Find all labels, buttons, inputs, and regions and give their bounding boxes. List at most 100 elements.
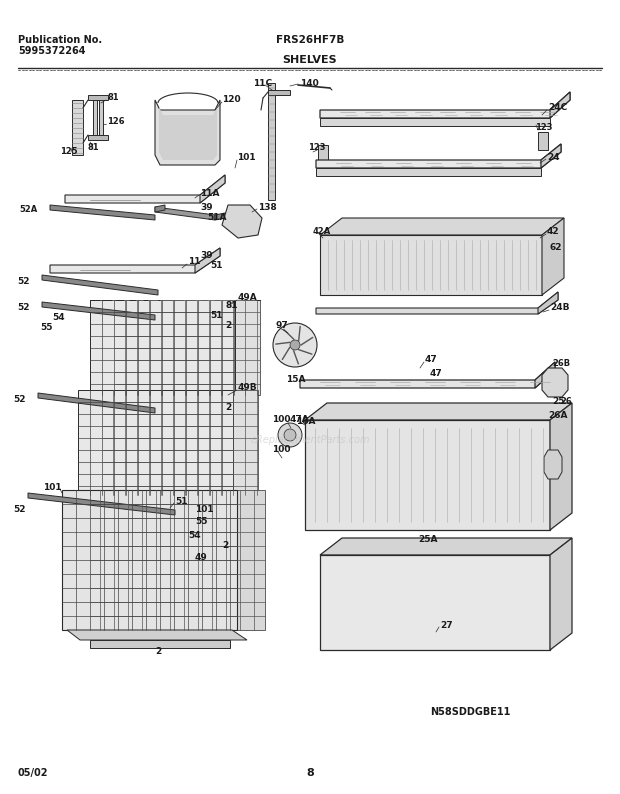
- Text: 101: 101: [43, 484, 61, 492]
- Text: 125: 125: [60, 148, 78, 156]
- Polygon shape: [320, 218, 564, 235]
- Text: 55: 55: [195, 518, 208, 526]
- Text: 62: 62: [550, 244, 562, 252]
- Text: 24C: 24C: [548, 103, 567, 113]
- Text: 47: 47: [430, 368, 443, 377]
- Text: 52: 52: [14, 395, 26, 404]
- Text: 101: 101: [237, 153, 255, 163]
- Polygon shape: [50, 205, 155, 220]
- Text: 126: 126: [107, 118, 125, 126]
- Polygon shape: [222, 205, 262, 238]
- Text: 11A: 11A: [200, 188, 219, 198]
- Text: 81: 81: [107, 94, 118, 102]
- Text: 16A: 16A: [296, 418, 316, 426]
- Text: 49A: 49A: [238, 294, 258, 303]
- Polygon shape: [78, 390, 233, 495]
- Text: 26B: 26B: [552, 359, 570, 368]
- Text: 54: 54: [188, 530, 201, 539]
- Text: 26A: 26A: [548, 410, 567, 419]
- Polygon shape: [200, 175, 225, 203]
- Polygon shape: [300, 362, 555, 388]
- Text: 51: 51: [210, 260, 223, 269]
- Text: 100: 100: [272, 445, 291, 454]
- Polygon shape: [90, 300, 235, 395]
- Polygon shape: [65, 175, 225, 203]
- Text: 24B: 24B: [550, 303, 570, 313]
- Text: 55: 55: [40, 323, 53, 333]
- Polygon shape: [103, 390, 258, 495]
- Polygon shape: [28, 493, 175, 515]
- Text: 42: 42: [547, 228, 560, 237]
- Text: 81: 81: [88, 144, 100, 152]
- Text: 11: 11: [188, 257, 200, 267]
- Polygon shape: [316, 292, 558, 314]
- Text: Publication No.: Publication No.: [18, 35, 102, 45]
- Text: 39: 39: [200, 252, 213, 260]
- Polygon shape: [195, 248, 220, 273]
- Polygon shape: [72, 100, 83, 155]
- Polygon shape: [550, 92, 570, 118]
- Polygon shape: [215, 213, 225, 220]
- Polygon shape: [305, 403, 572, 420]
- Text: 100: 100: [272, 415, 291, 425]
- Text: 123: 123: [308, 144, 326, 152]
- Polygon shape: [320, 538, 572, 555]
- Polygon shape: [90, 490, 265, 630]
- Polygon shape: [542, 218, 564, 295]
- Text: 138: 138: [258, 202, 277, 211]
- Text: 120: 120: [222, 95, 241, 105]
- Polygon shape: [50, 248, 220, 273]
- Polygon shape: [320, 92, 570, 118]
- Text: 11C: 11C: [253, 79, 272, 87]
- Text: 51: 51: [175, 498, 187, 507]
- Text: 97: 97: [275, 322, 288, 330]
- Polygon shape: [115, 300, 260, 395]
- Circle shape: [290, 340, 300, 350]
- Polygon shape: [550, 538, 572, 650]
- Polygon shape: [159, 107, 217, 160]
- Polygon shape: [316, 168, 541, 176]
- Polygon shape: [88, 135, 108, 140]
- Text: 25: 25: [552, 398, 564, 407]
- Polygon shape: [268, 83, 275, 200]
- Polygon shape: [42, 302, 155, 320]
- Polygon shape: [155, 205, 165, 212]
- Polygon shape: [316, 144, 561, 168]
- Polygon shape: [320, 235, 542, 295]
- Text: FRS26HF7B: FRS26HF7B: [276, 35, 344, 45]
- Polygon shape: [550, 403, 572, 530]
- Text: 51: 51: [210, 310, 223, 319]
- Text: 101: 101: [195, 506, 214, 515]
- Polygon shape: [155, 207, 215, 220]
- Text: 2: 2: [225, 403, 231, 413]
- Circle shape: [273, 323, 317, 367]
- Polygon shape: [90, 640, 230, 648]
- Polygon shape: [93, 98, 97, 140]
- Text: 52: 52: [17, 303, 30, 313]
- Polygon shape: [318, 145, 328, 165]
- Polygon shape: [320, 555, 550, 650]
- Polygon shape: [88, 95, 108, 100]
- Text: 2: 2: [225, 321, 231, 330]
- Text: SHELVES: SHELVES: [283, 55, 337, 65]
- Circle shape: [278, 423, 302, 447]
- Polygon shape: [268, 90, 290, 95]
- Polygon shape: [548, 405, 556, 418]
- Text: 26: 26: [560, 398, 572, 407]
- Text: 47A: 47A: [290, 415, 310, 425]
- Text: 05/02: 05/02: [18, 768, 48, 778]
- Text: 49B: 49B: [238, 384, 258, 392]
- Polygon shape: [62, 490, 237, 630]
- Polygon shape: [538, 132, 548, 150]
- Text: 123: 123: [535, 124, 552, 133]
- Polygon shape: [155, 100, 220, 165]
- Polygon shape: [38, 393, 155, 413]
- Polygon shape: [42, 275, 158, 295]
- Polygon shape: [541, 144, 561, 168]
- Text: 39: 39: [200, 203, 213, 213]
- Text: 52: 52: [17, 277, 30, 287]
- Text: 27: 27: [440, 620, 453, 630]
- Polygon shape: [320, 118, 550, 126]
- Polygon shape: [538, 292, 558, 314]
- Polygon shape: [544, 450, 562, 479]
